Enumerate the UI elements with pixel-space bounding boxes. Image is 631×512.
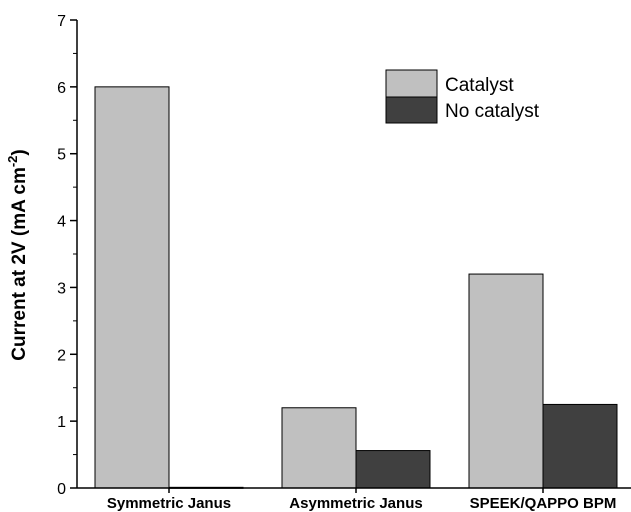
- legend-swatch-no-catalyst: [385, 96, 438, 124]
- legend-label-catalyst: Catalyst: [445, 75, 514, 96]
- x-category-label: SPEEK/QAPPO BPM: [470, 495, 617, 512]
- y-tick-label: 6: [57, 80, 66, 97]
- y-tick-label: 0: [57, 481, 66, 498]
- y-tick-label: 2: [57, 347, 66, 364]
- x-category-label: Symmetric Janus: [107, 495, 231, 512]
- bar-catalyst-1: [281, 407, 357, 489]
- x-category-label: Asymmetric Janus: [289, 495, 422, 512]
- bar-no-catalyst-2: [542, 403, 618, 489]
- legend-label-no-catalyst: No catalyst: [445, 101, 540, 122]
- y-axis-label: Current at 2V (mA cm-2): [5, 149, 30, 360]
- x-labels-group: Symmetric Janus Asymmetric Janus SPEEK/QAP…: [107, 488, 616, 512]
- y-tick-label: 1: [57, 414, 66, 431]
- bar-no-catalyst-1: [355, 450, 431, 489]
- y-tick-label: 3: [57, 280, 66, 297]
- legend-swatch-catalyst: [385, 69, 438, 98]
- bar-catalyst-0: [94, 86, 170, 489]
- legend: Catalyst No catalyst: [385, 69, 540, 124]
- bar-catalyst-2: [468, 273, 544, 489]
- y-tick-label: 5: [57, 147, 66, 164]
- y-ticks-group: 0 1 2 3 4 5 6 7: [57, 13, 77, 498]
- y-axis-label-end: ): [9, 149, 30, 155]
- y-axis-label-superscript: -2: [5, 156, 20, 168]
- y-axis-label-main: Current at 2V (mA cm: [9, 167, 30, 361]
- y-tick-label: 7: [57, 13, 66, 30]
- bars-group: [94, 86, 618, 489]
- y-tick-label: 4: [57, 214, 66, 231]
